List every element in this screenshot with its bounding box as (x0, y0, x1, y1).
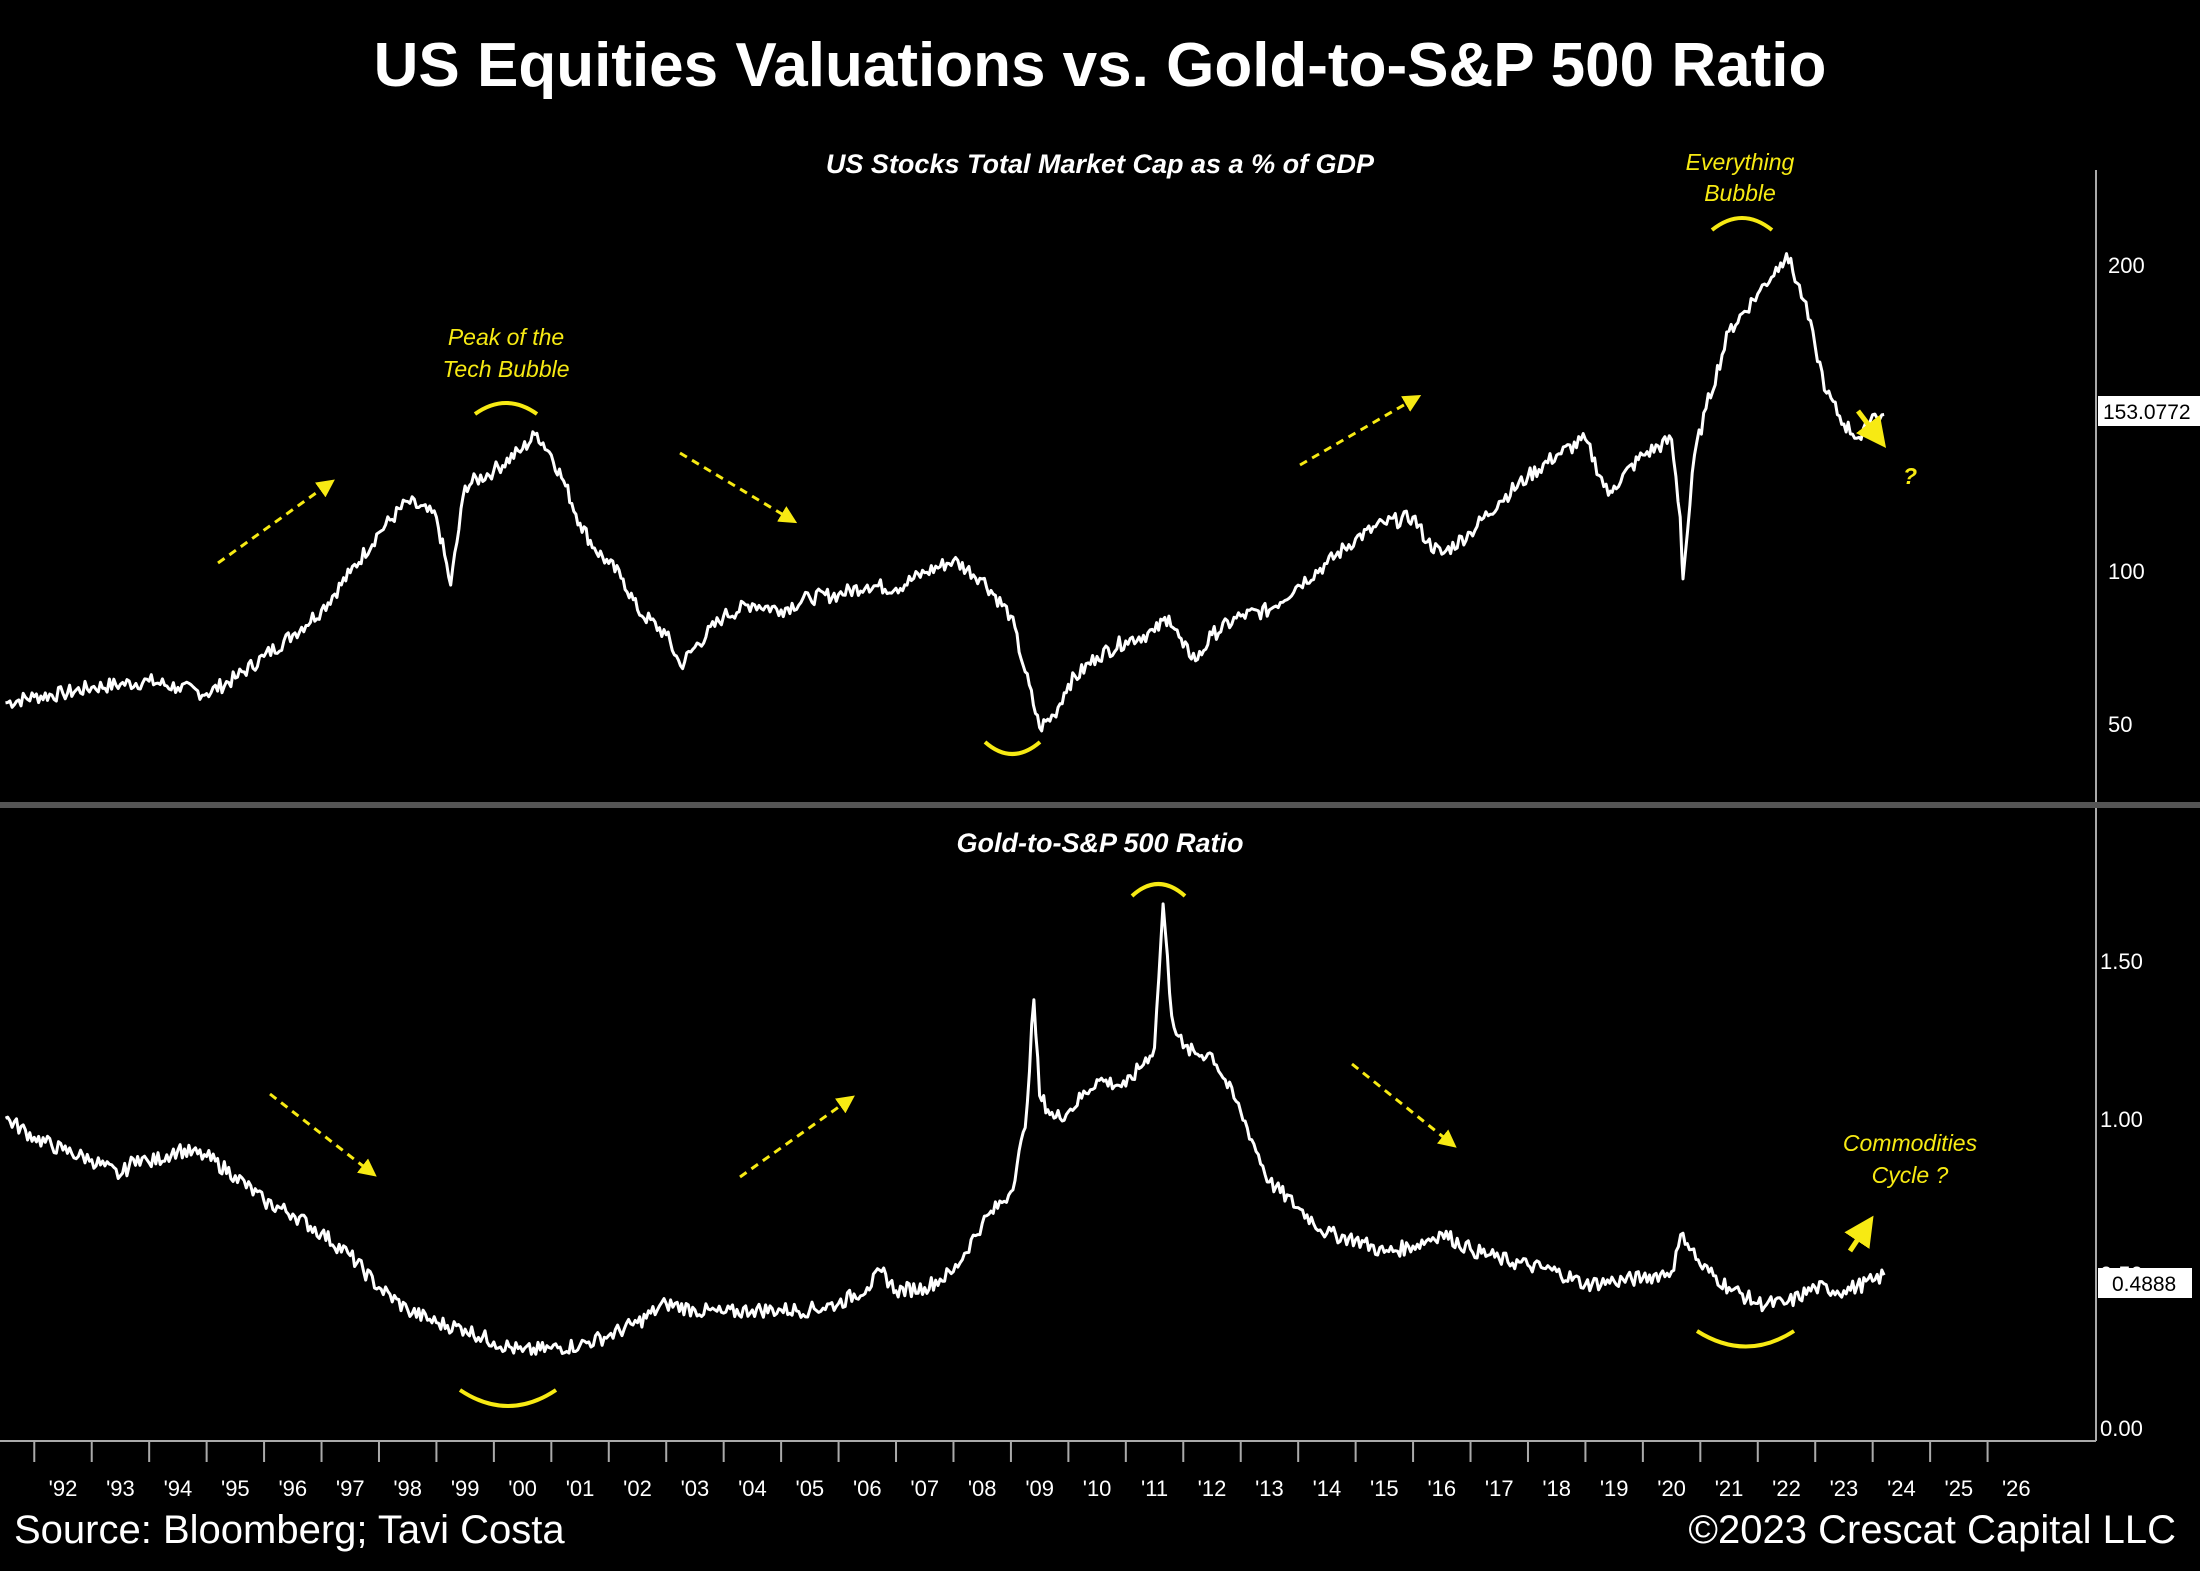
x-tick-label: '98 (393, 1476, 422, 1501)
x-tick-label: '10 (1083, 1476, 1112, 1501)
footer-source: Source: Bloomberg; Tavi Costa (14, 1508, 565, 1552)
bottom-last-value-box (2098, 1268, 2192, 1298)
x-tick-label: '06 (853, 1476, 882, 1501)
y-tick-label: 200 (2108, 253, 2145, 278)
top-y-ticks: 50 100 200 (2108, 253, 2145, 737)
series-layer (4, 252, 1886, 1356)
trend-arrow-up-4 (1844, 1215, 1874, 1253)
gfc-low-arc (983, 740, 1042, 756)
x-tick-label: '12 (1198, 1476, 1227, 1501)
top-last-value-box (2098, 396, 2200, 426)
annotation-commodities-line-1: Commodities (1843, 1130, 1978, 1156)
x-tick-label: '13 (1255, 1476, 1284, 1501)
panel-divider (0, 802, 2200, 808)
annotation-question: ? (1903, 463, 1917, 489)
annotation-everything-line-2: Bubble (1704, 180, 1776, 206)
annotation-everything-line-1: Everything (1686, 149, 1795, 175)
x-tick-label: '09 (1025, 1476, 1054, 1501)
x-tick-label: '02 (623, 1476, 652, 1501)
x-tick-label: '15 (1370, 1476, 1399, 1501)
gold-spx-ratio-line (4, 902, 1886, 1356)
top-last-value: 153.0772 (2098, 396, 2200, 426)
x-tick-label: '26 (2002, 1476, 2031, 1501)
everything-arc (1710, 216, 1774, 232)
trend-arrow-up-3 (739, 1095, 855, 1179)
trend-arrow-up-2 (1299, 394, 1422, 467)
top-panel-title: US Stocks Total Market Cap as a % of GDP (826, 149, 1375, 179)
x-axis-ticks: '92 '93 '94 '95 '96 '97 '98 '99 '00 '01 '02 '03 '04 '… (33, 1441, 2031, 1501)
x-tick-label: '24 (1887, 1476, 1916, 1501)
x-tick-label: '00 (508, 1476, 537, 1501)
x-tick-label: '18 (1542, 1476, 1571, 1501)
x-tick-label: '22 (1772, 1476, 1801, 1501)
dotcom-low-arc (458, 1388, 558, 1408)
y-tick-label: 100 (2108, 559, 2145, 584)
annotation-commodities-line-2: Cycle ? (1872, 1162, 1949, 1188)
bottom-annotations: Commodities Cycle ? (269, 882, 1978, 1408)
top-annotations: Peak of the Tech Bubble Everything Bubbl… (217, 149, 1917, 756)
bottom-last-value-label: 0.4888 (2112, 1273, 2176, 1296)
bottom-last-value: 0.4888 (2098, 1268, 2192, 1298)
x-tick-label: '17 (1485, 1476, 1514, 1501)
trend-arrow-down-3 (269, 1092, 377, 1177)
x-tick-label: '99 (451, 1476, 480, 1501)
x-tick-label: '97 (336, 1476, 365, 1501)
bottom-panel-title: Gold-to-S&P 500 Ratio (956, 828, 1243, 858)
trend-arrow-up-1 (217, 479, 335, 565)
top-last-value-label: 153.0772 (2103, 401, 2191, 424)
x-tick-label: '14 (1313, 1476, 1342, 1501)
y-tick-label: 1.50 (2100, 949, 2143, 974)
x-tick-label: '11 (1141, 1476, 1168, 1501)
x-tick-label: '94 (164, 1476, 193, 1501)
x-tick-label: '92 (49, 1476, 78, 1501)
x-tick-label: '08 (968, 1476, 997, 1501)
annotation-peak-line-2: Tech Bubble (442, 356, 569, 382)
x-tick-label: '04 (738, 1476, 767, 1501)
x-tick-label: '95 (221, 1476, 250, 1501)
x-tick-label: '01 (566, 1476, 595, 1501)
y-tick-label: 0.00 (2100, 1416, 2143, 1441)
y-tick-label: 1.00 (2100, 1107, 2143, 1132)
trend-arrow-down-2 (1855, 409, 1887, 448)
trend-arrow-down-1 (679, 451, 798, 524)
peak-tech-arc (473, 401, 539, 416)
x-tick-label: '21 (1715, 1476, 1744, 1501)
x-tick-label: '16 (1427, 1476, 1456, 1501)
market-cap-gdp-line (5, 252, 1885, 733)
x-tick-label: '25 (1945, 1476, 1974, 1501)
bottom-y-ticks: 0.00 0.50 1.00 1.50 (2100, 949, 2143, 1441)
x-tick-label: '03 (681, 1476, 710, 1501)
x-tick-label: '23 (1830, 1476, 1859, 1501)
footer-copyright: ©2023 Crescat Capital LLC (1688, 1508, 2177, 1552)
y-tick-label: 50 (2108, 712, 2132, 737)
euro-crisis-arc (1130, 882, 1187, 898)
annotation-peak-line-1: Peak of the (448, 324, 564, 350)
x-tick-label: '05 (796, 1476, 825, 1501)
x-tick-label: '07 (910, 1476, 939, 1501)
recent-low-arc (1695, 1329, 1796, 1349)
x-tick-label: '19 (1600, 1476, 1629, 1501)
x-tick-label: '96 (278, 1476, 307, 1501)
x-tick-label: '93 (106, 1476, 135, 1501)
chart-title: US Equities Valuations vs. Gold-to-S&P 5… (373, 31, 1827, 100)
trend-arrow-down-4 (1351, 1062, 1457, 1148)
x-tick-label: '20 (1657, 1476, 1686, 1501)
